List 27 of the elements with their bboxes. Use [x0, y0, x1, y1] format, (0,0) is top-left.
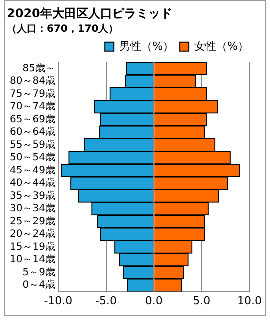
- y-tick-label: 55～59歳: [10, 138, 56, 151]
- y-tick-label: 5～9歳: [22, 266, 56, 278]
- y-tick-label: 25～29歳: [10, 215, 56, 228]
- y-tick-label: 20～24歳: [10, 228, 56, 240]
- y-tick-label: 70～74歳: [10, 100, 56, 113]
- y-tick-label: 0～4歳: [22, 279, 56, 292]
- y-tick-label: 15～19歳: [10, 240, 56, 253]
- y-tick-label: 35～39歳: [10, 190, 56, 202]
- legend-label: 男性（%）: [120, 40, 174, 53]
- chart-title: 2020年大田区人口ピラミッド: [7, 6, 172, 20]
- chart-subtitle: （人口：670，170人）: [7, 22, 119, 35]
- x-tick-label: 0.0: [145, 294, 163, 308]
- y-tick-label: 40～44歳: [10, 177, 56, 190]
- x-tick-label: -10.0: [44, 294, 73, 308]
- legend-label: 女性（%）: [194, 40, 249, 53]
- y-tick-label: 80～84歳: [10, 75, 56, 88]
- y-tick-label: 45～49歳: [10, 164, 56, 176]
- y-tick-label: 65～69歳: [10, 113, 56, 126]
- y-tick-label: 10～14歳: [10, 254, 56, 266]
- y-tick-label: 85歳～: [22, 62, 56, 74]
- y-tick-label: 75～79歳: [10, 88, 56, 100]
- y-tick-label: 60～64歳: [10, 126, 56, 138]
- x-tick-label: 5.0: [193, 294, 211, 308]
- x-tick-label: -5.0: [96, 294, 118, 308]
- x-tick-label: 10.0: [238, 294, 262, 308]
- y-tick-label: 30～34歳: [10, 202, 56, 215]
- y-tick-label: 50～54歳: [10, 152, 56, 164]
